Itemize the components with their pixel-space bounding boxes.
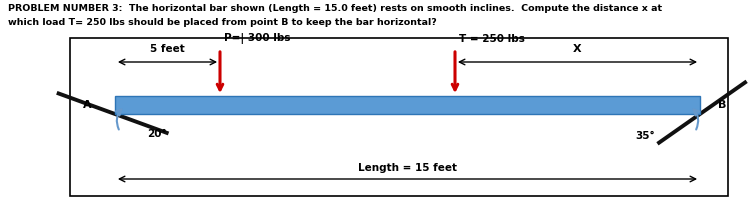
Text: T = 250 lbs: T = 250 lbs — [459, 34, 525, 44]
Text: 20°: 20° — [147, 129, 166, 139]
Text: which load T= 250 lbs should be placed from point B to keep the bar horizontal?: which load T= 250 lbs should be placed f… — [8, 18, 436, 27]
Text: PROBLEM NUMBER 3:  The horizontal bar shown (Length = 15.0 feet) rests on smooth: PROBLEM NUMBER 3: The horizontal bar sho… — [8, 4, 662, 13]
Bar — [115, 96, 700, 114]
Text: X: X — [573, 44, 582, 54]
Text: A: A — [82, 100, 92, 110]
Text: P=| 300 lbs: P=| 300 lbs — [224, 33, 290, 44]
Text: 35°: 35° — [635, 131, 655, 141]
Bar — [70, 38, 728, 196]
Text: 5 feet: 5 feet — [150, 44, 184, 54]
Text: B: B — [718, 100, 726, 110]
Text: Length = 15 feet: Length = 15 feet — [358, 163, 457, 173]
